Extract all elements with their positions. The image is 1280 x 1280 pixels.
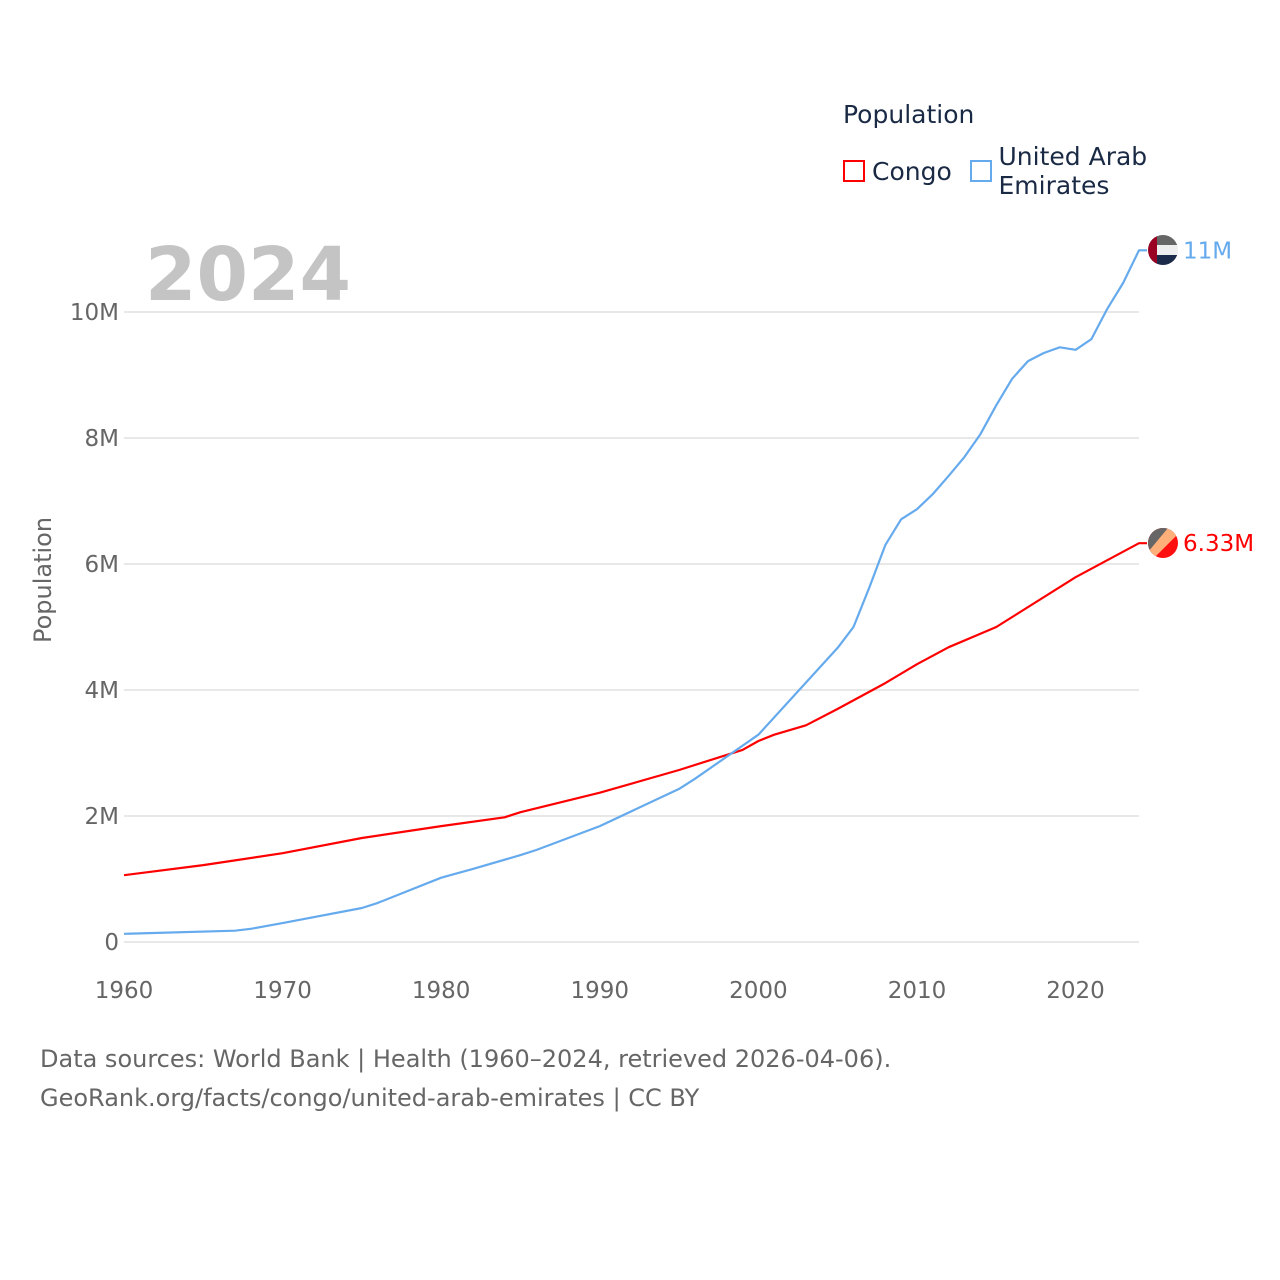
legend-swatch-uae bbox=[969, 160, 992, 182]
current-year-label: 2024 bbox=[145, 232, 351, 318]
y-tick-label: 6M bbox=[85, 552, 119, 578]
legend-item-congo[interactable]: Congo bbox=[843, 157, 952, 186]
y-axis-label: Population bbox=[29, 517, 57, 643]
y-tick-label: 0 bbox=[104, 930, 119, 956]
end-value-label: 11M bbox=[1183, 238, 1232, 264]
y-tick-label: 2M bbox=[85, 804, 119, 830]
series-line-united-arab-emirates bbox=[123, 249, 1147, 935]
congo-flag-icon bbox=[1148, 528, 1178, 558]
y-tick-label: 8M bbox=[85, 426, 119, 452]
legend-swatch-congo bbox=[843, 160, 865, 182]
footer-link[interactable]: GeoRank.org/facts/congo/united-arab-emir… bbox=[40, 1084, 700, 1112]
series-line-congo bbox=[123, 542, 1147, 877]
x-tick-label: 2000 bbox=[729, 978, 788, 1004]
legend-label: Congo bbox=[872, 156, 952, 186]
x-tick-label: 1960 bbox=[95, 978, 154, 1004]
x-tick-label: 1980 bbox=[412, 978, 471, 1004]
legend-title: Population bbox=[843, 100, 975, 129]
x-tick-label: 1990 bbox=[571, 978, 630, 1004]
x-tick-label: 1970 bbox=[253, 978, 312, 1004]
x-tick-label: 2010 bbox=[888, 978, 947, 1004]
x-tick-label: 2020 bbox=[1046, 978, 1105, 1004]
legend-label: United Arab Emirates bbox=[998, 142, 1148, 200]
y-tick-label: 10M bbox=[70, 300, 119, 326]
y-tick-label: 4M bbox=[85, 678, 119, 704]
end-value-label: 6.33M bbox=[1183, 531, 1254, 557]
legend-item-uae[interactable]: United Arab Emirates bbox=[969, 142, 1262, 200]
legend: Congo United Arab Emirates bbox=[843, 142, 1280, 200]
footer-sources: Data sources: World Bank | Health (1960–… bbox=[40, 1045, 892, 1073]
uae-flag-icon bbox=[1148, 235, 1178, 265]
